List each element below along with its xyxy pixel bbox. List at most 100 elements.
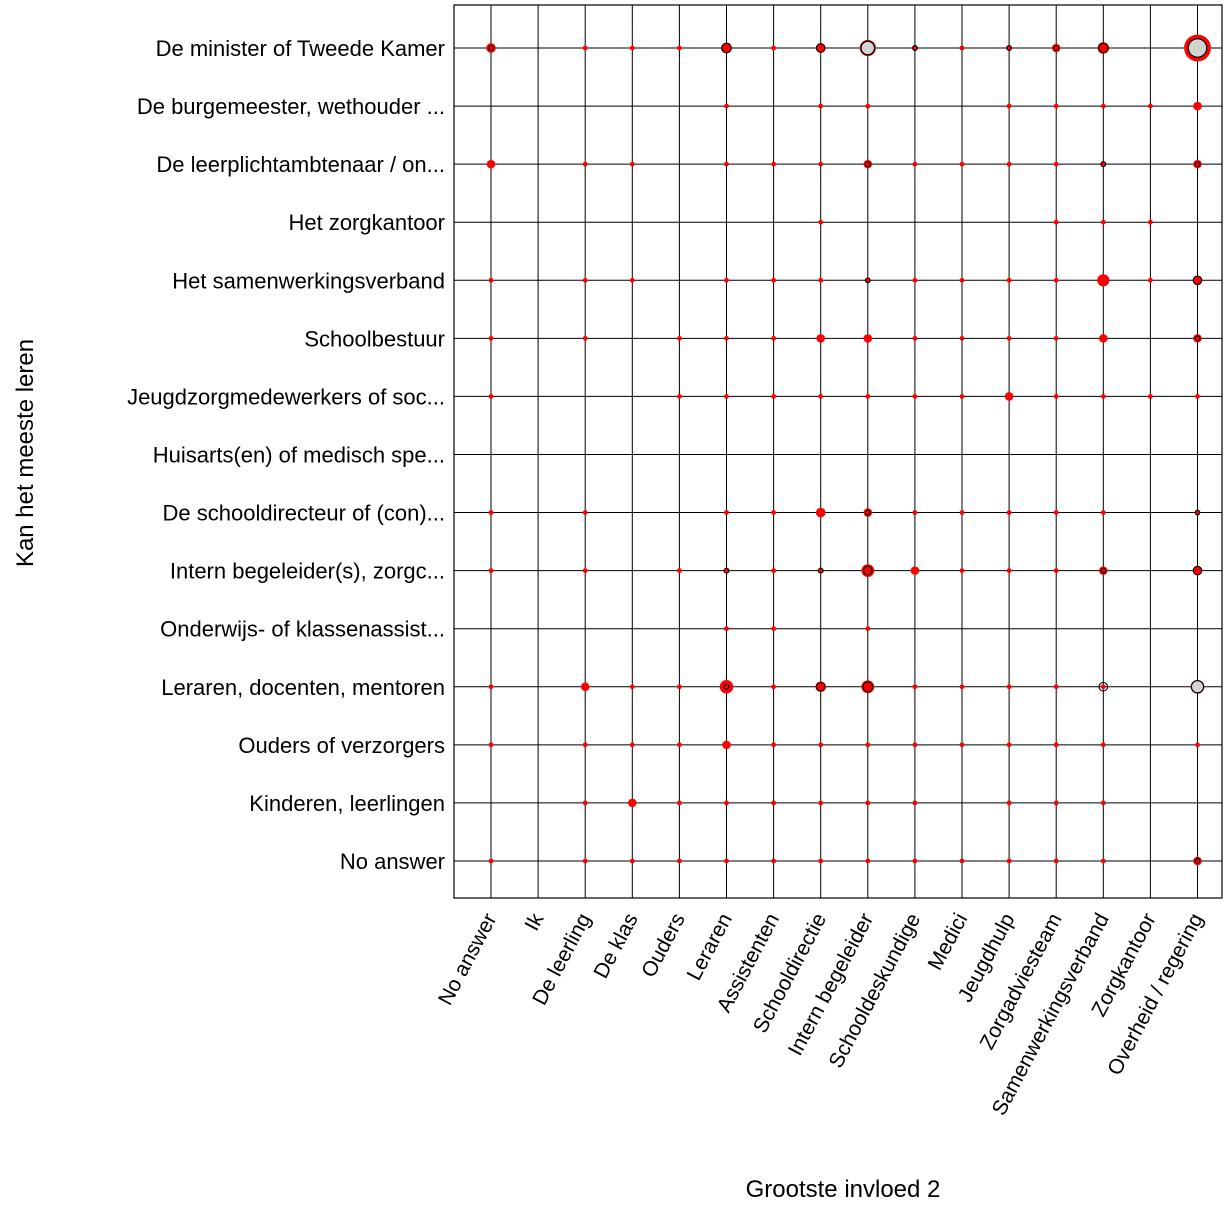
y-tick-label-7: Jeugdzorgmedewerkers of soc... — [127, 384, 445, 409]
bubble-outer-105 — [724, 626, 729, 632]
bubble-outer-6 — [771, 45, 776, 51]
bubble-outer-75 — [1004, 392, 1014, 401]
bubble-outer-1 — [486, 43, 496, 53]
bubble-inner-14 — [1187, 38, 1208, 58]
bubble-inner-97 — [817, 567, 824, 574]
bubble-outer-23 — [486, 159, 496, 169]
x-tick-label-ouders: Ouders — [637, 910, 690, 982]
bubble-outer-44 — [771, 277, 776, 283]
bubble-outer-70 — [771, 394, 776, 399]
bubble-outer-40 — [488, 277, 494, 283]
bubble-outer-137 — [628, 798, 637, 808]
bubble-outer-15 — [724, 103, 729, 109]
bubble-inner-46 — [864, 277, 871, 284]
bubble-inner-7 — [815, 43, 826, 53]
bubble-outer-159 — [1100, 858, 1106, 864]
bubble-outer-94 — [677, 568, 682, 574]
bubble-inner-104 — [1192, 565, 1203, 576]
bubble-outer-34 — [1100, 161, 1106, 167]
y-tick-label-8: Huisarts(en) of medisch spe... — [153, 442, 445, 467]
bubble-outer-123 — [582, 742, 588, 748]
bubble-outer-140 — [771, 800, 776, 806]
bubble-outer-108 — [488, 684, 494, 690]
bubble-outer-71 — [818, 394, 824, 399]
bubble-outer-124 — [629, 742, 635, 748]
bubble-outer-12 — [1051, 43, 1061, 53]
bubble-outer-101 — [1006, 568, 1012, 574]
y-tick-label-14: Kinderen, leerlingen — [249, 791, 445, 816]
bubble-outer-107 — [865, 626, 871, 632]
bubble-outer-149 — [629, 858, 635, 864]
bubble-outer-95 — [724, 568, 729, 574]
bubble-inner-85 — [864, 509, 871, 516]
bubble-outer-17 — [865, 103, 871, 109]
bubble-outer-73 — [912, 394, 918, 399]
bubble-outer-96 — [771, 568, 776, 574]
bubble-outer-150 — [677, 858, 682, 864]
bubble-inner-1 — [488, 45, 494, 51]
bubble-outer-120 — [1100, 684, 1106, 690]
y-tick-label-10: Intern begeleider(s), zorgc... — [170, 559, 445, 584]
plot-frame — [453, 4, 1223, 899]
bubble-outer-111 — [677, 684, 682, 690]
y-tick-label-4: Het zorgkantoor — [288, 210, 445, 235]
bubble-outer-54 — [488, 335, 494, 341]
bubble-outer-16 — [818, 103, 824, 109]
bubble-outer-13 — [1097, 42, 1110, 54]
bubble-outer-28 — [818, 161, 824, 167]
bubble-outer-9 — [912, 45, 918, 51]
bubble-outer-18 — [1006, 103, 1012, 109]
bubble-outer-63 — [1006, 335, 1012, 341]
bubble-outer-110 — [629, 684, 635, 690]
bubble-outer-68 — [677, 394, 682, 399]
y-tick-label-6: Schoolbestuur — [304, 326, 445, 351]
bubble-outer-46 — [865, 277, 871, 283]
bubble-outer-116 — [912, 684, 918, 690]
bubble-outer-32 — [1006, 161, 1012, 167]
y-tick-label-9: De schooldirecteur of (con)... — [163, 501, 445, 526]
bubble-inner-115 — [862, 681, 874, 693]
y-axis-title: Kan het meeste leren — [12, 339, 39, 567]
bubble-outer-80 — [488, 510, 494, 515]
bubble-outer-36 — [818, 219, 824, 225]
bubble-outer-103 — [1099, 566, 1108, 575]
bubble-outer-127 — [771, 742, 776, 748]
bubble-outer-90 — [1100, 510, 1106, 515]
bubble-outer-156 — [959, 858, 965, 864]
bubble-outer-30 — [912, 161, 918, 167]
bubble-outer-14 — [1184, 34, 1211, 62]
bubble-outer-157 — [1006, 858, 1012, 864]
bubble-inner-13 — [1097, 42, 1109, 54]
bubble-outer-134 — [1100, 742, 1106, 748]
y-tick-label-13: Ouders of verzorgers — [238, 733, 445, 758]
bubble-outer-88 — [1006, 510, 1012, 515]
bubble-outer-133 — [1053, 742, 1059, 748]
bubble-inner-66 — [1194, 335, 1201, 342]
bubble-outer-85 — [863, 508, 873, 517]
bubble-outer-41 — [582, 277, 588, 283]
bubble-outer-4 — [677, 45, 682, 51]
bubble-inner-12 — [1053, 45, 1060, 51]
bubble-inner-35 — [1194, 161, 1201, 168]
bubble-outer-112 — [719, 680, 734, 694]
bubble-outer-78 — [1148, 394, 1153, 399]
bubble-outer-47 — [912, 277, 918, 283]
bubble-outer-27 — [771, 161, 776, 167]
bubble-outer-83 — [771, 510, 776, 515]
x-tick-label-de-klas: De klas — [590, 910, 643, 983]
bubble-inner-34 — [1100, 161, 1107, 168]
bubble-outer-86 — [912, 510, 918, 515]
bubble-outer-82 — [724, 510, 729, 515]
y-tick-label-2: De burgemeester, wethouder ... — [137, 94, 445, 119]
bubble-outer-79 — [1195, 394, 1200, 399]
bubble-outer-3 — [629, 45, 635, 51]
y-tick-label-3: De leerplichtambtenaar / on... — [156, 152, 445, 177]
bubble-outer-42 — [629, 277, 635, 283]
bubble-inner-29 — [864, 161, 871, 168]
bubble-outer-91 — [1195, 510, 1200, 515]
bubble-outer-61 — [912, 335, 918, 341]
bubble-outer-84 — [815, 507, 826, 518]
bubble-outer-69 — [724, 394, 729, 399]
bubble-outer-87 — [959, 510, 965, 515]
